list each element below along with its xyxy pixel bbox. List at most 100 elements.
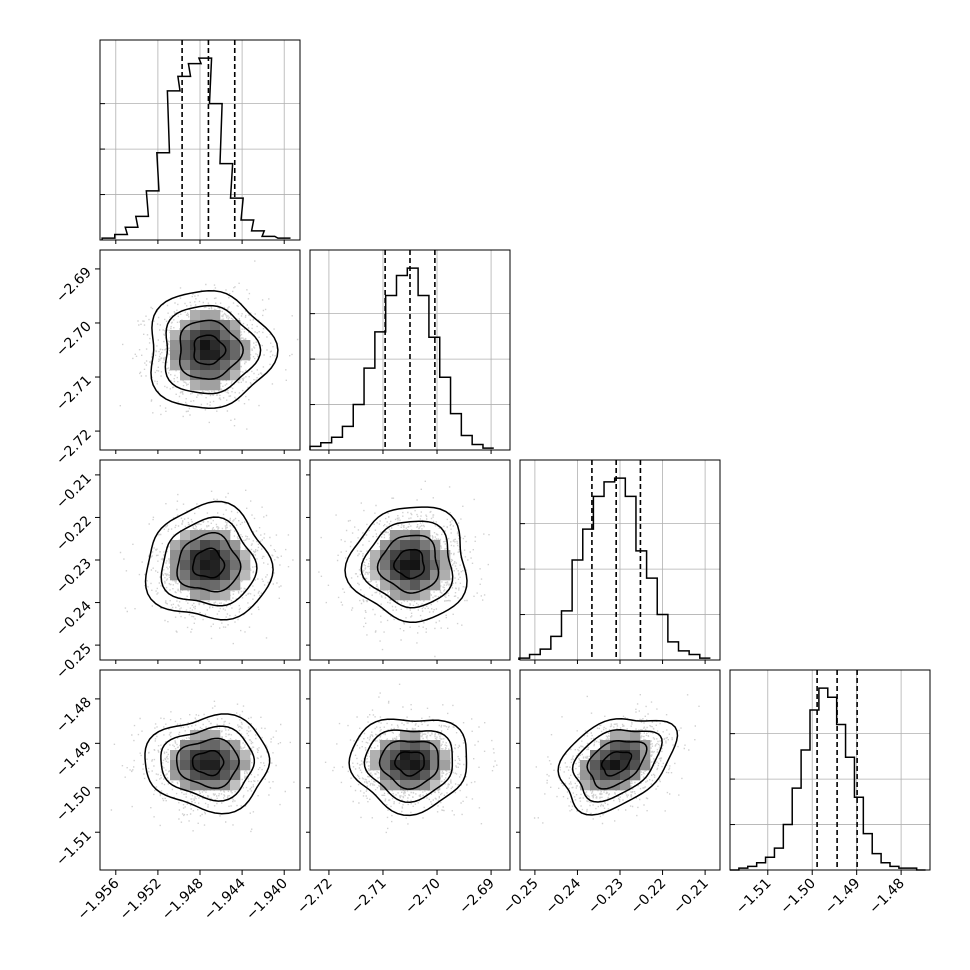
density-cell bbox=[420, 560, 431, 571]
density-cell bbox=[170, 340, 181, 351]
hist-panel-1 bbox=[99, 39, 301, 241]
density-cell bbox=[190, 310, 201, 321]
density-cell bbox=[220, 550, 231, 561]
density-cell bbox=[220, 770, 231, 781]
density-cell bbox=[190, 350, 201, 361]
density-cell bbox=[190, 380, 201, 391]
y-tick-label: −0.21 bbox=[53, 470, 95, 512]
x-tick-label: −1.940 bbox=[243, 876, 291, 924]
contour-4 bbox=[144, 713, 271, 815]
density-cell bbox=[400, 570, 411, 581]
scatter-panel-3-4 bbox=[519, 669, 721, 871]
y-tick-label: −0.22 bbox=[53, 513, 95, 555]
density-cell bbox=[170, 540, 181, 551]
density-cell bbox=[390, 770, 401, 781]
density-cell bbox=[430, 560, 441, 571]
density-cell bbox=[630, 770, 641, 781]
density-cell bbox=[240, 570, 251, 581]
density-cell bbox=[210, 730, 221, 741]
density-cell bbox=[430, 770, 441, 781]
density-cell bbox=[400, 560, 411, 571]
density-cell bbox=[440, 760, 451, 771]
density-cell bbox=[190, 730, 201, 741]
panel-content bbox=[119, 260, 299, 430]
density-cell bbox=[200, 750, 211, 761]
density-cell bbox=[240, 760, 251, 771]
density-cell bbox=[430, 580, 441, 591]
panel-frame bbox=[309, 249, 511, 451]
density-cell bbox=[440, 570, 451, 581]
density-cell bbox=[190, 370, 201, 381]
density-cell bbox=[210, 530, 221, 541]
density-cell bbox=[240, 560, 251, 571]
density-cell bbox=[190, 780, 201, 791]
y-tick-label: −2.71 bbox=[53, 373, 95, 415]
density-cell bbox=[380, 760, 391, 771]
density-cell bbox=[180, 330, 191, 341]
density-cell bbox=[620, 770, 631, 781]
density-cell bbox=[170, 560, 181, 571]
density-cell bbox=[620, 740, 631, 751]
density-cell bbox=[370, 570, 381, 581]
density-cell bbox=[210, 550, 221, 561]
density-cell bbox=[200, 310, 211, 321]
density-cell bbox=[170, 550, 181, 561]
density-cell bbox=[390, 590, 401, 601]
contour-1 bbox=[393, 548, 425, 580]
x-tick-label: −2.70 bbox=[402, 876, 444, 918]
density-cell bbox=[220, 750, 231, 761]
density-cell bbox=[230, 770, 241, 781]
density-cell bbox=[190, 570, 201, 581]
density-cell bbox=[420, 540, 431, 551]
density-cell bbox=[220, 760, 231, 771]
density-cell bbox=[180, 340, 191, 351]
density-cell bbox=[210, 760, 221, 771]
scatter-points bbox=[324, 683, 498, 834]
density-cell bbox=[220, 320, 231, 331]
density-cell bbox=[220, 540, 231, 551]
histogram-step bbox=[730, 687, 926, 871]
density-cell bbox=[610, 740, 621, 751]
density-cell bbox=[220, 740, 231, 751]
histogram-step bbox=[309, 267, 494, 450]
density-cell bbox=[180, 360, 191, 371]
density-cell bbox=[190, 580, 201, 591]
x-tick-label: −1.952 bbox=[117, 876, 165, 924]
density-cell bbox=[420, 740, 431, 751]
panel-bg bbox=[730, 670, 930, 870]
histogram-step bbox=[101, 57, 291, 240]
density-cell bbox=[240, 340, 251, 351]
x-tick-label: −0.25 bbox=[500, 876, 542, 918]
density-cell bbox=[210, 570, 221, 581]
density-cell bbox=[200, 570, 211, 581]
scatter-panel-1-3 bbox=[99, 459, 301, 661]
density-cell bbox=[200, 580, 211, 591]
density-cell bbox=[590, 770, 601, 781]
contour-2 bbox=[586, 740, 648, 790]
density-cell bbox=[190, 560, 201, 571]
contour-1 bbox=[191, 749, 225, 777]
density-cell bbox=[230, 360, 241, 371]
density-cell bbox=[230, 580, 241, 591]
y-tick-label: −0.25 bbox=[53, 641, 95, 683]
density-cell bbox=[630, 750, 641, 761]
density-cell bbox=[410, 570, 421, 581]
panel-content bbox=[318, 480, 490, 658]
density-cell bbox=[390, 740, 401, 751]
density-cell bbox=[220, 590, 231, 601]
density-cell bbox=[400, 580, 411, 591]
density-cell bbox=[210, 370, 221, 381]
scatter-panel-1-4 bbox=[99, 669, 301, 871]
density-cell bbox=[580, 760, 591, 771]
density-cell bbox=[400, 750, 411, 761]
density-cell bbox=[430, 740, 441, 751]
density-cell bbox=[230, 560, 241, 571]
density-cell bbox=[200, 320, 211, 331]
density-cell bbox=[610, 750, 621, 761]
contour-3 bbox=[363, 729, 454, 804]
density-cell bbox=[400, 550, 411, 561]
density-cell bbox=[180, 750, 191, 761]
density-cell bbox=[200, 550, 211, 561]
density-cell bbox=[390, 560, 401, 571]
